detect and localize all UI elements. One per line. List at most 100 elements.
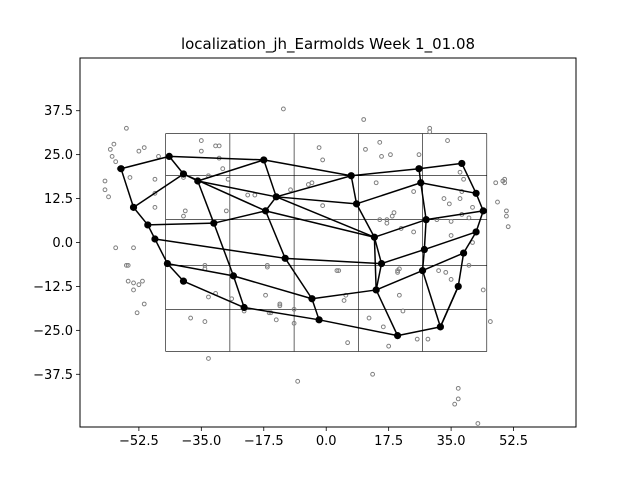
- response-point: [264, 262, 270, 268]
- response-point: [152, 204, 158, 210]
- mesh-edge: [275, 196, 375, 238]
- response-point: [452, 401, 458, 407]
- mesh-edge: [120, 155, 170, 170]
- mesh-edge: [213, 210, 266, 224]
- response-point: [436, 268, 442, 274]
- x-tick-label: 0.0: [316, 434, 337, 449]
- response-point: [495, 199, 500, 205]
- mesh-edge: [154, 238, 169, 264]
- mesh-edge: [284, 257, 313, 300]
- response-point: [127, 175, 133, 180]
- response-point: [361, 117, 367, 122]
- mesh-edge: [132, 206, 149, 226]
- response-point: [263, 292, 268, 298]
- response-point: [475, 421, 481, 426]
- response-point: [273, 317, 279, 323]
- response-point: [377, 139, 383, 145]
- response-point: [140, 278, 145, 284]
- response-point: [502, 180, 508, 186]
- response-point: [198, 138, 204, 143]
- x-tick-label: 17.5: [374, 434, 403, 449]
- response-point: [206, 294, 211, 300]
- mesh-node: [272, 193, 280, 201]
- response-point: [336, 268, 342, 274]
- response-point: [400, 308, 406, 314]
- mesh-edge: [154, 238, 286, 260]
- response-point: [109, 154, 115, 159]
- response-point: [370, 371, 376, 377]
- mesh-edge: [276, 175, 352, 198]
- mesh-node: [352, 200, 361, 208]
- response-point: [441, 196, 447, 201]
- response-point: [320, 157, 326, 163]
- response-point: [295, 378, 301, 384]
- mesh-edge: [197, 159, 264, 182]
- mesh-edge: [457, 252, 465, 287]
- y-tick-label: −37.5: [33, 368, 73, 383]
- mesh-node: [472, 189, 480, 197]
- response-points: [102, 106, 511, 426]
- response-point: [455, 385, 461, 391]
- mesh-node: [129, 203, 138, 211]
- x-tick-label: 35.0: [437, 434, 466, 449]
- mesh-edge: [374, 218, 427, 238]
- mesh-edge: [423, 219, 427, 250]
- response-point: [341, 298, 347, 303]
- response-point: [446, 201, 452, 207]
- response-point: [141, 145, 147, 151]
- mesh-node: [422, 216, 430, 224]
- response-point: [225, 176, 231, 182]
- response-point: [493, 180, 499, 186]
- response-point: [427, 125, 433, 131]
- response-point: [457, 169, 463, 175]
- mesh-edge: [233, 275, 313, 300]
- chart-title: localization_jh_Earmolds Week 1_01.08: [181, 35, 475, 54]
- response-point: [334, 268, 340, 274]
- response-point: [345, 340, 351, 346]
- mesh-node: [163, 259, 172, 268]
- mesh-edge: [350, 175, 358, 204]
- mesh-node: [165, 152, 173, 160]
- mesh-edge: [318, 319, 398, 337]
- response-point: [136, 148, 142, 154]
- mesh-edge: [421, 270, 442, 328]
- mesh-node: [454, 282, 462, 291]
- mesh-edge: [418, 162, 462, 170]
- response-point: [505, 224, 511, 230]
- response-point: [182, 208, 188, 214]
- mesh-edge: [169, 155, 264, 161]
- response-point: [443, 269, 449, 275]
- localization-mesh: [117, 152, 487, 340]
- response-point: [309, 180, 315, 186]
- mesh-edge: [133, 173, 184, 208]
- mesh-node: [459, 249, 468, 257]
- response-point: [131, 287, 136, 293]
- mesh-edge: [426, 210, 484, 221]
- mesh-edge: [422, 252, 464, 272]
- response-point: [277, 303, 283, 309]
- mesh-edge: [120, 168, 135, 208]
- mesh-edge: [265, 210, 375, 238]
- y-tick-label: −25.0: [33, 324, 73, 339]
- response-point: [245, 192, 251, 198]
- response-point: [388, 152, 393, 158]
- response-point: [264, 264, 270, 270]
- response-point: [102, 187, 108, 193]
- mesh-node: [377, 259, 386, 268]
- mesh-node: [347, 172, 355, 180]
- response-point: [106, 194, 111, 200]
- mesh-edge: [197, 180, 215, 224]
- response-point: [123, 125, 129, 131]
- mesh-node: [144, 221, 152, 229]
- y-tick-label: 0.0: [52, 236, 73, 251]
- response-point: [220, 166, 226, 172]
- mesh-edge: [375, 289, 399, 336]
- response-point: [448, 277, 454, 282]
- response-point: [480, 287, 486, 293]
- response-point: [181, 213, 186, 219]
- mesh-node: [315, 316, 323, 324]
- response-point: [379, 154, 384, 159]
- response-point: [291, 306, 297, 312]
- response-point: [391, 210, 397, 216]
